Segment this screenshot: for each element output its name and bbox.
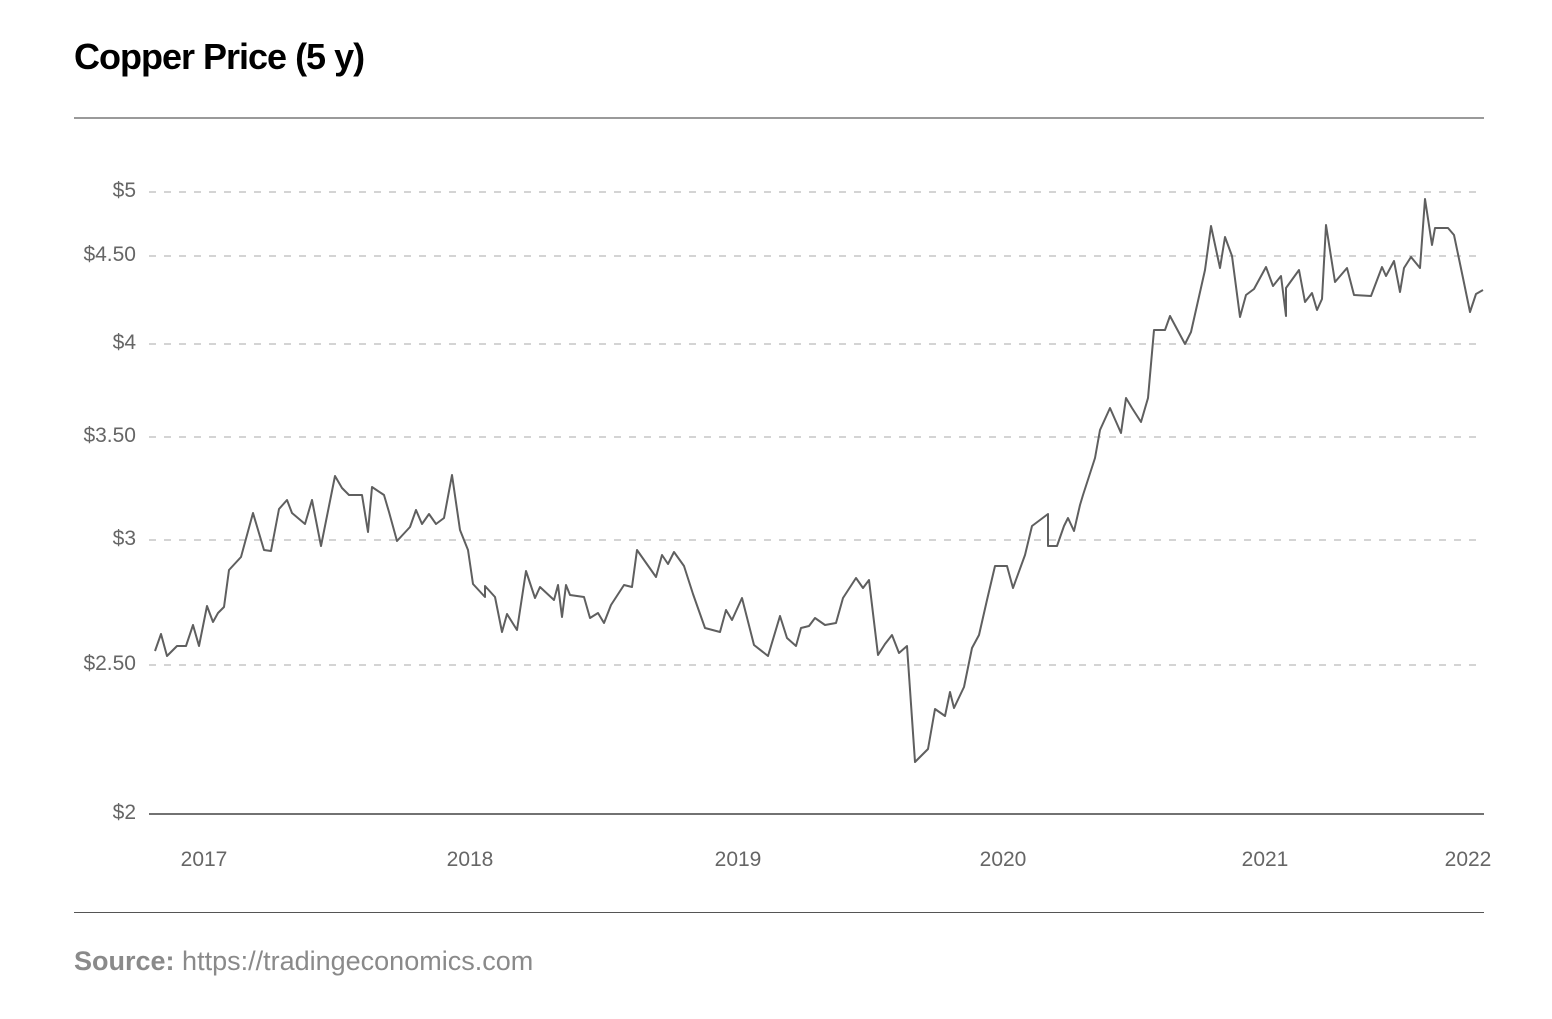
source-url: https://tradingeconomics.com: [182, 946, 534, 976]
x-tick-label: 2022: [1444, 848, 1492, 871]
y-tick-label: $3: [112, 527, 136, 550]
y-tick-label: $2.50: [83, 652, 136, 675]
y-tick-label: $4.50: [83, 243, 136, 266]
x-tick-label: 2017: [180, 848, 228, 871]
y-tick-label: $3.50: [83, 424, 136, 447]
y-tick-label: $2: [112, 801, 136, 824]
x-tick-label: 2019: [714, 848, 762, 871]
copper-price-line: [154, 198, 1484, 763]
source-label: Source:: [74, 946, 175, 976]
chart-title: Copper Price (5 y): [74, 36, 365, 77]
top-divider: [74, 117, 1484, 119]
source-line: Source: https://tradingeconomics.com: [74, 946, 533, 977]
bottom-divider: [74, 912, 1484, 913]
x-tick-label: 2021: [1241, 848, 1289, 871]
gridlines: [149, 191, 1484, 666]
x-tick-label: 2018: [446, 848, 494, 871]
x-tick-label: 2020: [979, 848, 1027, 871]
y-tick-label: $5: [112, 179, 136, 202]
y-tick-label: $4: [112, 331, 136, 354]
